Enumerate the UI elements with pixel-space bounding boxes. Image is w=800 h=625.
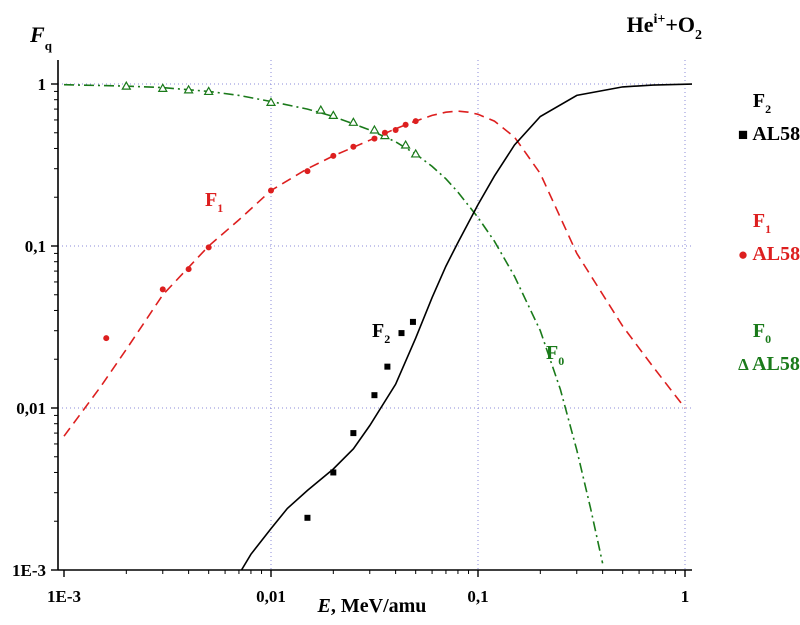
point-F2 [409,318,416,325]
point-F1 [392,127,399,134]
point-F2 [371,392,378,399]
point-F1 [381,129,388,136]
legend-marker-F2: ■ [738,125,753,144]
point-F0 [410,148,421,158]
point-F1 [330,152,337,159]
legend-title-F2-sub: 2 [765,102,771,116]
curves [63,83,692,570]
curve-label-F1: F1 [205,189,223,215]
chart-title-sub: 2 [695,28,702,43]
curve-label-F1-sub: 1 [217,201,223,215]
point-F0 [400,139,411,149]
point-F1 [268,187,274,194]
curve-label-F0-main: F [546,342,558,364]
x-axis-title-unit: , MeV/amu [331,595,427,617]
y-tick-label: 0,01 [16,399,46,418]
point-F0 [315,104,326,114]
legend-label-F1: AL58 [752,243,800,265]
data-points [103,80,421,521]
curve-label-F2: F2 [372,320,390,346]
point-F1 [371,135,378,142]
legend-label-F0: AL58 [752,353,800,375]
x-tick-label: 0,01 [256,587,286,606]
legend-entry-F1: ● AL58 [738,243,800,265]
curve-label-F0-sub: 0 [558,354,564,368]
legend-title-F0-main: F [753,320,765,342]
point-F2 [398,330,405,337]
legend-title-F0: F0 [753,320,771,346]
point-F1 [159,286,166,293]
legend-label-F2: AL58 [752,123,800,145]
curve-F2 [240,83,692,570]
legend-title-F1-main: F [753,210,765,232]
point-F0 [369,124,380,134]
point-F1 [185,266,192,273]
chart-title-mid: +O [665,12,695,37]
point-F2 [384,363,391,370]
chart-title-base: He [627,12,654,37]
point-F1 [304,168,311,175]
legend-marker-F0: Δ [738,355,752,374]
curve-F0 [63,83,604,564]
point-F1 [350,143,357,150]
legend-entry-F2: ■ AL58 [738,123,800,145]
x-tick-label: 1 [681,587,690,606]
point-F0 [121,80,132,90]
x-tick-label: 1E-3 [47,587,81,606]
x-axis-title: E, MeV/amu [317,595,427,617]
plot-frame [57,60,692,571]
legend-title-F2: F2 [753,90,771,116]
point-F1 [205,244,212,251]
x-axis-title-var: E [317,595,331,617]
point-F1 [402,121,409,128]
point-F0 [203,86,214,96]
point-F2 [304,514,311,521]
x-tick-label: 0,1 [467,587,488,606]
point-F0 [183,84,194,94]
axis-ticks: 1E-3 0,01 0,1 1 1E-3 0,01 0,1 1 [12,75,689,606]
y-axis-title-sub: q [45,38,53,53]
chart-title-sup: i+ [653,12,665,27]
point-F1 [412,118,419,125]
legend-title-F2-main: F [753,90,765,112]
y-tick-label: 1E-3 [12,561,46,580]
point-F2 [350,430,357,437]
point-F2 [330,469,337,476]
point-F0 [265,97,277,106]
point-F0 [328,110,339,119]
legend-title-F0-sub: 0 [765,332,771,346]
chart-title: Hei++O2 [627,12,702,43]
curve-label-F0: F0 [546,342,564,368]
legend-title-F1-sub: 1 [765,222,771,236]
curve-label-F2-sub: 2 [384,332,390,346]
curve-label-F1-main: F [205,189,217,211]
legend-marker-F1: ● [738,245,753,264]
curve-label-F2-main: F [372,320,384,342]
y-axis-title-main: F [29,22,45,47]
curve-F1 [63,110,686,437]
point-F0 [348,117,359,126]
legend-title-F1: F1 [753,210,771,236]
y-tick-label: 0,1 [25,237,46,256]
y-axis-title: Fq [29,22,53,53]
grid [58,60,692,570]
legend-entry-F0: Δ AL58 [738,353,800,375]
point-F0 [157,83,168,92]
y-tick-label: 1 [38,75,47,94]
point-F1 [103,335,110,342]
